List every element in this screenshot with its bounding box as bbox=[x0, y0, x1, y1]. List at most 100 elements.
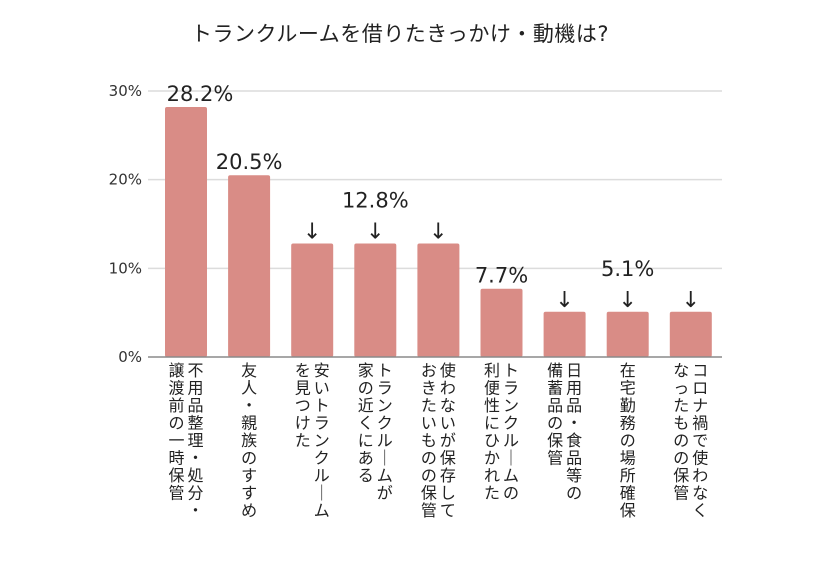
category-char: つ bbox=[295, 396, 311, 415]
category-char: ト bbox=[503, 361, 519, 380]
category-char: ｜ bbox=[503, 449, 519, 468]
category-char: 管 bbox=[421, 501, 437, 520]
category-char: く bbox=[692, 501, 708, 520]
y-tick-label: 20% bbox=[109, 171, 142, 189]
chart-title: トランクルームを借りたきっかけ・動機は? bbox=[190, 22, 610, 46]
category-char: た bbox=[421, 396, 437, 415]
category-char: 日 bbox=[566, 361, 582, 380]
category-char: の bbox=[168, 414, 184, 433]
category-char: の bbox=[673, 449, 689, 468]
category-char: の bbox=[547, 414, 563, 433]
category-char: が bbox=[377, 484, 393, 503]
category-char: な bbox=[440, 396, 456, 415]
category-char: ム bbox=[503, 466, 519, 485]
category-char: 安 bbox=[314, 361, 330, 380]
category-char: に bbox=[358, 431, 374, 450]
down-arrow-icon: ↓ bbox=[555, 288, 573, 313]
category-char: お bbox=[421, 361, 437, 380]
category-char: の bbox=[241, 449, 257, 468]
category-char: ト bbox=[377, 361, 393, 380]
bars bbox=[165, 106, 712, 358]
category-char: ラ bbox=[377, 379, 393, 398]
category-char: 務 bbox=[620, 414, 636, 433]
category-char: の bbox=[620, 431, 636, 450]
y-tick-label: 10% bbox=[109, 259, 142, 277]
category-char: 族 bbox=[241, 431, 257, 450]
bar bbox=[480, 288, 523, 357]
category-char: ・ bbox=[566, 414, 582, 433]
category-char: の bbox=[673, 431, 689, 450]
category-char: た bbox=[295, 431, 311, 450]
category-char: め bbox=[241, 501, 257, 520]
category-char: 利 bbox=[484, 361, 500, 380]
category-char: た bbox=[484, 484, 500, 503]
category-char: 分 bbox=[187, 484, 203, 503]
category-char: 管 bbox=[168, 484, 184, 503]
data-label: 7.7% bbox=[475, 264, 528, 288]
category-char: の bbox=[503, 484, 519, 503]
category-char: ク bbox=[314, 449, 330, 468]
category-char: ・ bbox=[187, 501, 203, 520]
category-char: な bbox=[692, 484, 708, 503]
category-char: ル bbox=[503, 431, 519, 450]
category-char: い bbox=[314, 379, 330, 398]
down-arrow-icon: ↓ bbox=[618, 288, 636, 313]
category-char: の bbox=[421, 449, 437, 468]
category-char: 一 bbox=[168, 431, 184, 450]
category-char: 友 bbox=[241, 361, 257, 380]
y-tick-label: 30% bbox=[109, 82, 142, 100]
category-char: ン bbox=[377, 396, 393, 415]
category-labels: 不用品整理・処分・譲渡前の一時保管友人・親族のすすめ安いトランクル｜ムを見つけた… bbox=[168, 361, 708, 520]
category-char: 保 bbox=[168, 466, 184, 485]
category-char: コ bbox=[692, 361, 708, 380]
arrow-markers: ↓ ↓ ↓ ↓ ↓ ↓ bbox=[303, 220, 700, 313]
category-char: い bbox=[421, 414, 437, 433]
category-char: わ bbox=[692, 466, 708, 485]
category-char: も bbox=[421, 431, 437, 450]
category-char: 理 bbox=[187, 431, 203, 450]
category-char: を bbox=[295, 361, 311, 380]
category-char: 品 bbox=[566, 396, 582, 415]
category-char: 家 bbox=[358, 361, 374, 380]
category-char: 確 bbox=[620, 484, 636, 503]
category-char: わ bbox=[440, 379, 456, 398]
category-char: 見 bbox=[295, 379, 311, 398]
category-char: 人 bbox=[241, 379, 257, 398]
category-char: ひ bbox=[484, 431, 500, 450]
category-char: ル bbox=[377, 431, 393, 450]
category-char: ｜ bbox=[314, 484, 330, 503]
bar bbox=[228, 175, 271, 357]
y-tick-label: 0% bbox=[118, 348, 142, 366]
category-char: 時 bbox=[168, 449, 184, 468]
category-char: 品 bbox=[566, 449, 582, 468]
category-char: ン bbox=[314, 431, 330, 450]
category-char: ム bbox=[314, 501, 330, 520]
category-char: 備 bbox=[547, 361, 563, 380]
category-char: 不 bbox=[187, 361, 203, 380]
category-char: の bbox=[358, 379, 374, 398]
category-char: 品 bbox=[547, 396, 563, 415]
category-char: 保 bbox=[421, 484, 437, 503]
bar bbox=[543, 311, 586, 357]
category-char: 性 bbox=[484, 396, 500, 415]
bar bbox=[417, 243, 460, 357]
category-char: ロ bbox=[692, 379, 708, 398]
data-label: 5.1% bbox=[601, 257, 654, 281]
data-label: 20.5% bbox=[216, 150, 283, 174]
data-label: 28.2% bbox=[167, 82, 234, 106]
bar bbox=[354, 243, 397, 357]
category-char: 譲 bbox=[168, 361, 184, 380]
category-char: ・ bbox=[241, 396, 257, 415]
category-char: 等 bbox=[566, 466, 582, 485]
category-char: る bbox=[358, 466, 374, 485]
down-arrow-icon: ↓ bbox=[429, 220, 447, 245]
category-char: 管 bbox=[673, 484, 689, 503]
down-arrow-icon: ↓ bbox=[303, 220, 321, 245]
category-char: 品 bbox=[187, 396, 203, 415]
